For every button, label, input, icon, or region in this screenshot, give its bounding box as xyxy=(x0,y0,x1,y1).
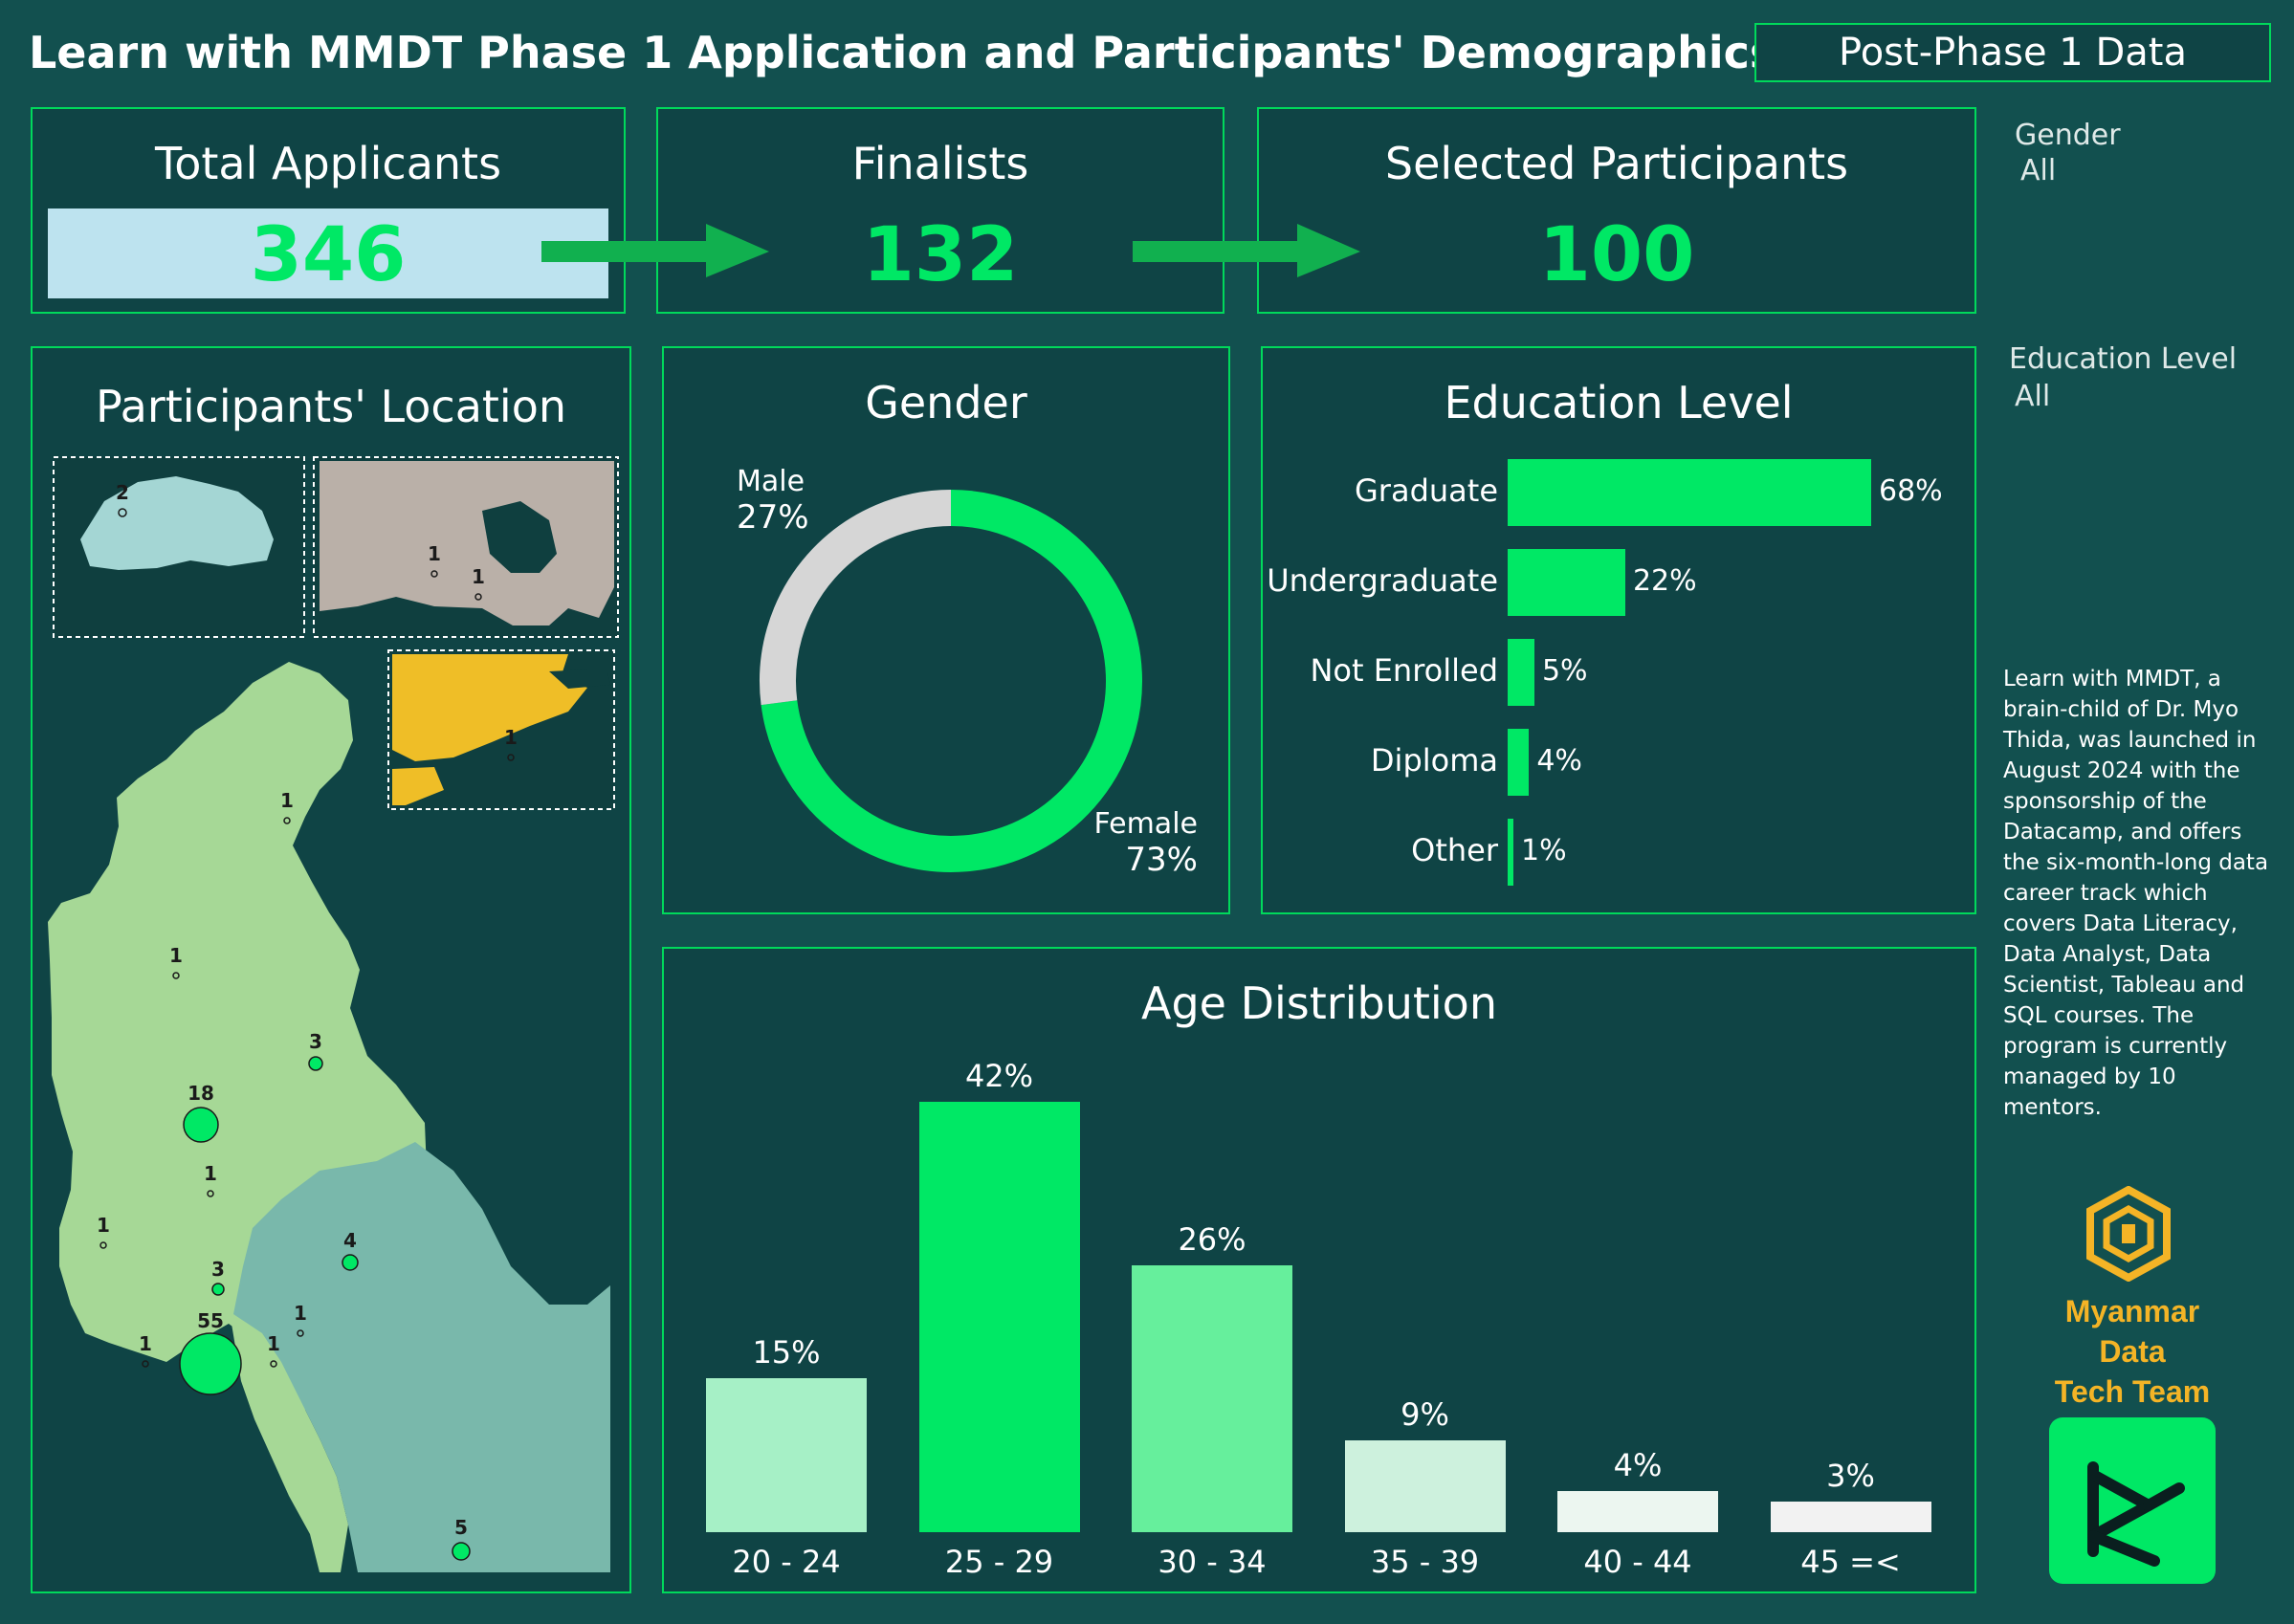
gender-slicer-value[interactable]: All xyxy=(2020,154,2057,187)
gender-donut-chart[interactable] xyxy=(750,480,1152,882)
education-slicer-value[interactable]: All xyxy=(2015,380,2051,413)
total-applicants-highlight xyxy=(48,208,608,298)
post-phase-1-data-button[interactable]: Post-Phase 1 Data xyxy=(1754,23,2271,82)
map-count-label: 1 xyxy=(294,1302,307,1325)
education-level-chart[interactable]: Graduate 68% Undergraduate 22% Not Enrolled 5… xyxy=(1263,348,1974,912)
participants-location-title: Participants' Location xyxy=(95,381,567,432)
selected-participants-label: Selected Participants xyxy=(1384,138,1849,189)
age-bar[interactable] xyxy=(706,1378,867,1532)
education-category-label: Not Enrolled xyxy=(1310,652,1498,689)
map-count-label: 18 xyxy=(187,1082,214,1105)
total-applicants-card: Total Applicants 346 xyxy=(31,107,626,314)
education-bar-value: 5% xyxy=(1541,654,1588,688)
finalists-label: Finalists xyxy=(851,138,1029,189)
age-bar-value: 9% xyxy=(1401,1395,1449,1433)
map-count-label: 4 xyxy=(343,1229,357,1252)
education-category-label: Graduate xyxy=(1355,472,1498,509)
education-bar[interactable] xyxy=(1508,639,1534,706)
map-count-label: 1 xyxy=(472,565,485,588)
education-category-label: Other xyxy=(1411,832,1498,868)
age-bar-value: 15% xyxy=(752,1334,821,1372)
gender-slicer[interactable]: Gender All xyxy=(2015,119,2254,187)
education-bar[interactable] xyxy=(1508,549,1625,616)
education-bar-value: 1% xyxy=(1521,834,1567,867)
age-category-label: 20 - 24 xyxy=(732,1544,841,1580)
map-count-label: 1 xyxy=(428,542,441,565)
age-bar[interactable] xyxy=(1770,1501,1931,1532)
age-bar-value: 4% xyxy=(1613,1447,1663,1484)
map-count-label: 1 xyxy=(267,1332,280,1355)
education-bar[interactable] xyxy=(1508,729,1530,796)
gender-panel: Gender Male 27% Female 73% xyxy=(662,346,1230,914)
female-legend: Female 73% xyxy=(1092,807,1198,879)
education-bar[interactable] xyxy=(1508,459,1871,526)
age-distribution-chart[interactable]: 15% 20 - 24 42% 25 - 29 26% 30 - 34 9% 35 - 39 4… xyxy=(664,949,1974,1591)
map-count-label: 1 xyxy=(280,789,294,812)
finalists-value: 132 xyxy=(862,212,1019,298)
mmdt-team-name-line1: Myanmar Data xyxy=(2064,1294,2200,1369)
mmdt-logo-icon xyxy=(2086,1186,2171,1282)
female-label: Female xyxy=(1093,807,1198,841)
age-category-label: 30 - 34 xyxy=(1158,1544,1267,1580)
education-bar-value: 68% xyxy=(1879,474,1943,508)
male-percent: 27% xyxy=(737,498,809,537)
post-phase-1-data-label: Post-Phase 1 Data xyxy=(1839,31,2187,75)
map-count-label: 1 xyxy=(97,1214,110,1237)
participants-location-map[interactable]: 2 1 1 1 1 1 3 18 1 1 4 3 55 1 1 1 5 xyxy=(33,348,629,1591)
map-count-label: 1 xyxy=(169,944,183,967)
map-count-label: 1 xyxy=(139,1332,152,1355)
male-label: Male xyxy=(737,465,805,498)
donut-slice-female[interactable] xyxy=(761,490,1142,872)
selected-participants-value: 100 xyxy=(1538,212,1695,298)
gender-chart-title: Gender xyxy=(865,377,1027,428)
education-category-label: Diploma xyxy=(1370,742,1498,779)
age-bar[interactable] xyxy=(1344,1439,1506,1532)
program-description: Learn with MMDT, a brain-child of Dr. My… xyxy=(2003,667,2269,1120)
age-category-label: 45 =< xyxy=(1800,1544,1901,1580)
map-count-label: 3 xyxy=(309,1030,322,1053)
education-slicer-label: Education Level xyxy=(2009,342,2238,376)
age-category-label: 25 - 29 xyxy=(944,1544,1054,1580)
donut-slice-male[interactable] xyxy=(760,490,952,706)
age-distribution-title: Age Distribution xyxy=(1141,977,1497,1029)
female-percent: 73% xyxy=(1125,841,1198,879)
mmdt-team-name: Myanmar Data Tech Team xyxy=(2032,1291,2233,1412)
age-bar[interactable] xyxy=(1557,1491,1718,1532)
age-category-label: 40 - 44 xyxy=(1583,1544,1692,1580)
age-bar-value: 3% xyxy=(1826,1457,1875,1494)
page-title: Learn with MMDT Phase 1 Application and … xyxy=(29,27,1776,78)
education-level-title: Education Level xyxy=(1444,377,1794,428)
education-slicer[interactable]: Education Level All xyxy=(2009,342,2286,413)
map-count-label: 5 xyxy=(454,1516,468,1539)
education-category-label: Undergraduate xyxy=(1267,562,1498,599)
arrow-right-icon xyxy=(1133,224,1360,277)
education-bar-value: 22% xyxy=(1632,564,1697,598)
age-bar-value: 42% xyxy=(964,1058,1034,1094)
age-distribution-panel: Age Distribution 15% 20 - 24 42% 25 - 29 26%… xyxy=(662,947,1976,1593)
male-legend: Male 27% xyxy=(737,465,809,537)
education-bar[interactable] xyxy=(1508,819,1513,886)
mmdt-team-name-line2: Tech Team xyxy=(2054,1374,2211,1409)
finalists-card: Finalists 132 xyxy=(656,107,1224,314)
age-bar[interactable] xyxy=(918,1102,1080,1532)
map-count-label: 1 xyxy=(204,1162,217,1185)
datacamp-logo xyxy=(2049,1417,2216,1584)
map-count-label: 1 xyxy=(504,726,518,749)
arrow-right-icon xyxy=(541,224,769,277)
map-count-label: 3 xyxy=(211,1258,225,1281)
education-level-panel: Education Level Graduate 68% Undergraduate… xyxy=(1261,346,1976,914)
education-bar-value: 4% xyxy=(1536,744,1582,778)
age-category-label: 35 - 39 xyxy=(1370,1544,1480,1580)
gender-slicer-label: Gender xyxy=(2015,119,2121,152)
total-applicants-label: Total Applicants xyxy=(154,138,502,189)
selected-participants-card: Selected Participants 100 xyxy=(1257,107,1976,314)
age-bar-value: 26% xyxy=(1178,1221,1246,1259)
total-applicants-value: 346 xyxy=(250,212,407,298)
map-count-label: 55 xyxy=(197,1309,224,1332)
datacamp-logo-icon xyxy=(2087,1461,2185,1567)
age-bar[interactable] xyxy=(1132,1265,1292,1532)
map-count-label: 2 xyxy=(116,481,129,504)
participants-location-panel: Participants' Location xyxy=(31,346,631,1593)
